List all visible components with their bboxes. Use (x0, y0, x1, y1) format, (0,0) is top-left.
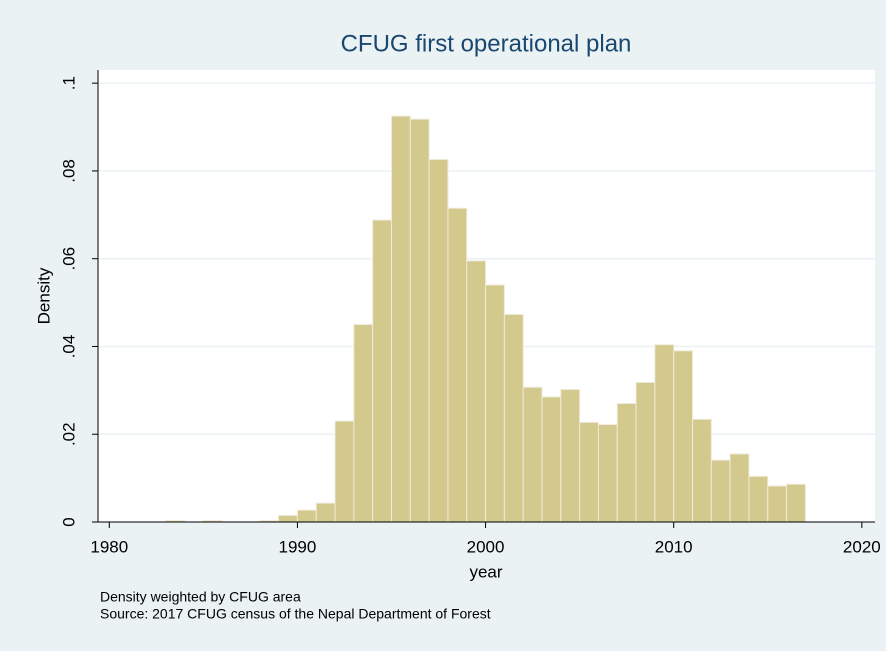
bar (334, 420, 355, 523)
y-tick-label: .06 (59, 247, 78, 271)
y-tick-label: .02 (59, 422, 78, 446)
bar (390, 115, 411, 523)
bar (635, 381, 656, 523)
bar (729, 453, 750, 523)
y-axis-title: Density (34, 267, 53, 324)
chart-title: CFUG first operational plan (341, 30, 632, 57)
bar (786, 483, 806, 523)
y-tick-label: .1 (59, 76, 78, 90)
bar (597, 424, 618, 523)
bar (748, 475, 769, 523)
bar (372, 219, 392, 523)
bar (278, 514, 298, 523)
bar (710, 459, 731, 523)
x-axis-title: year (469, 562, 502, 581)
bar (353, 324, 374, 523)
bar (315, 502, 336, 523)
bar (503, 313, 524, 523)
bar (466, 260, 487, 523)
x-tick-label: 2020 (843, 537, 881, 556)
y-tick-label: 0 (59, 517, 78, 526)
bar (692, 418, 712, 523)
x-tick-label: 2000 (467, 537, 505, 556)
x-tick-label: 1990 (279, 537, 317, 556)
bar (616, 403, 637, 523)
bar (296, 509, 317, 523)
x-tick-label: 2010 (655, 537, 693, 556)
x-tick-label: 1980 (90, 537, 128, 556)
bar (767, 485, 788, 523)
bar (673, 350, 694, 523)
bar (409, 118, 430, 523)
bar (428, 159, 449, 523)
bar (560, 388, 581, 523)
bar (579, 421, 599, 523)
y-tick-label: .08 (59, 159, 78, 183)
y-tick-label: .04 (59, 335, 78, 359)
bar (522, 386, 543, 523)
bar (654, 344, 675, 523)
bar (447, 207, 468, 523)
note: Density weighted by CFUG area (100, 589, 301, 605)
bar (541, 396, 562, 523)
note: Source: 2017 CFUG census of the Nepal De… (100, 606, 491, 622)
bar (485, 284, 505, 523)
